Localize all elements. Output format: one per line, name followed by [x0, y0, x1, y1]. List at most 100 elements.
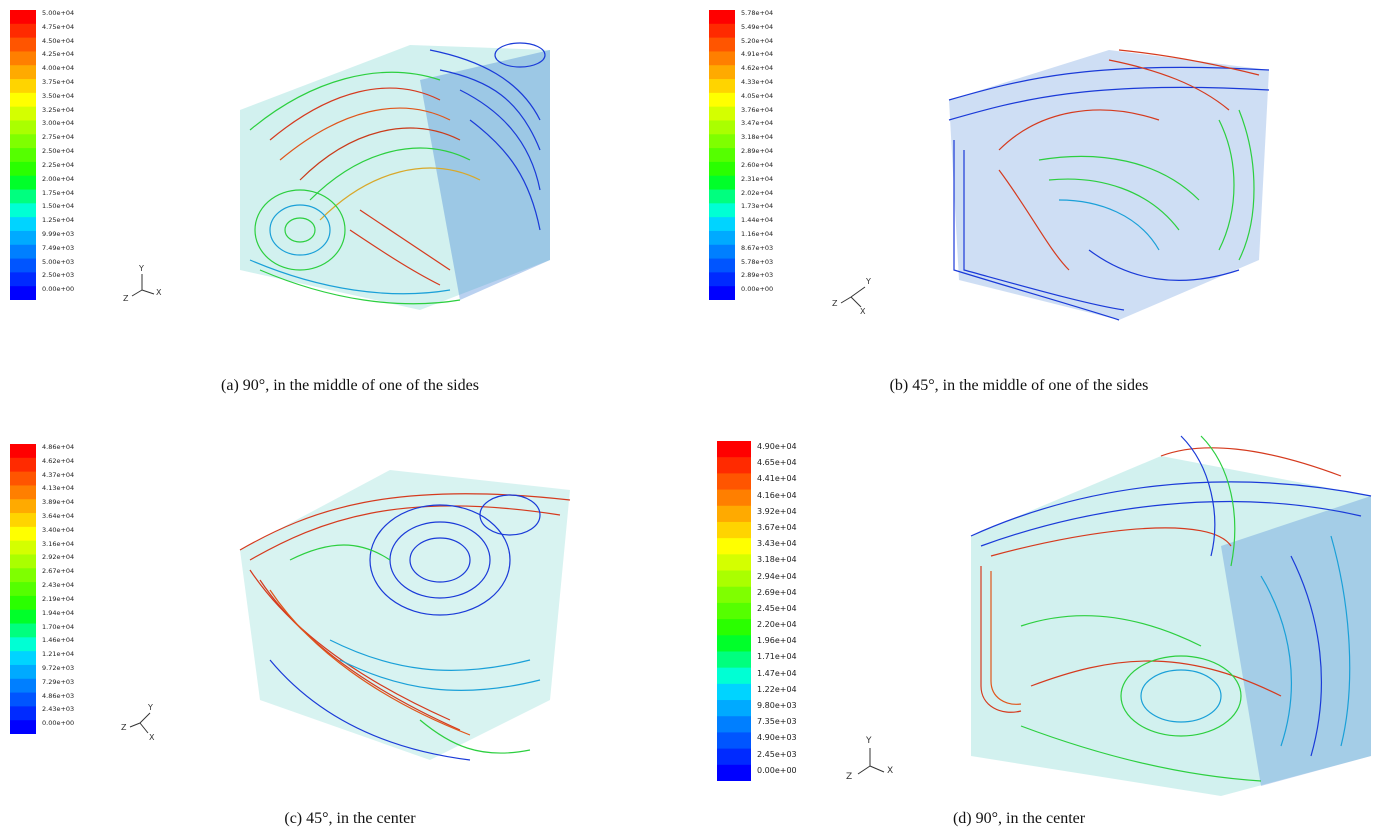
- colorbar-swatch: [10, 244, 36, 260]
- colorbar-swatch: [709, 79, 735, 94]
- colorbar-swatch: [10, 678, 36, 694]
- colorbar-tick-label: 0.00e+00: [757, 765, 797, 775]
- colorbar-swatch: [10, 286, 36, 300]
- colorbar-tick-label: 4.86e+04: [42, 443, 75, 451]
- streamline-render-a: [240, 42, 550, 310]
- colorbar-swatch: [10, 189, 36, 204]
- axis-y-label: Y: [866, 277, 871, 286]
- colorbar-swatch: [10, 664, 36, 680]
- colorbar-swatch: [709, 51, 735, 66]
- colorbar-swatch: [709, 23, 735, 39]
- colorbar-tick-label: 1.96e+04: [757, 636, 797, 646]
- colorbar-tick-label: 2.67e+04: [42, 567, 75, 576]
- colorbar-swatch: [717, 764, 751, 781]
- colorbar-tick-label: 2.50e+04: [42, 147, 75, 156]
- colorbar-tick-label: 1.47e+04: [757, 668, 797, 678]
- colorbar-swatch: [717, 635, 751, 652]
- colorbar-swatch: [717, 602, 751, 620]
- colorbar-swatch: [717, 570, 751, 588]
- colorbar-tick-label: 4.33e+04: [741, 78, 774, 87]
- colorbar-tick-label: 2.50e+03: [42, 271, 75, 280]
- colorbar-tick-label: 1.46e+04: [42, 636, 75, 645]
- colorbar-swatch: [10, 513, 36, 528]
- axis-triad-icon: [840, 286, 866, 308]
- axis-x-label: X: [887, 766, 894, 776]
- colorbar-tick-label: 9.80e+03: [757, 701, 797, 711]
- axis-y-label: Y: [148, 703, 153, 712]
- colorbar-tick-label: 4.90e+04: [757, 442, 797, 451]
- colorbar-tick-label: 4.91e+04: [741, 50, 774, 59]
- colorbar-tick-label: 1.21e+04: [42, 650, 75, 659]
- colorbar-swatch: [709, 175, 735, 191]
- colorbar-swatch: [10, 92, 36, 108]
- colorbar-tick-label: 1.50e+04: [42, 202, 75, 211]
- axis-z-label: Z: [832, 299, 838, 308]
- streamline-render-b: [948, 49, 1270, 321]
- colorbar-swatch: [717, 521, 751, 539]
- colorbar-swatch: [10, 651, 36, 666]
- panel-d: 4.90e+04 4.65e+04 4.41e+04 4.16e+04 3.92e+04…: [689, 416, 1378, 832]
- colorbar-tick-label: 2.89e+03: [741, 271, 774, 280]
- colorbar-tick-label: 5.20e+04: [741, 36, 774, 45]
- colorbar-tick-label: 4.50e+04: [42, 36, 75, 45]
- colorbar-tick-label: 5.00e+03: [42, 257, 75, 266]
- axis-z-label: Z: [123, 294, 129, 303]
- axis-z-label: Z: [846, 772, 853, 782]
- colorbar-swatch: [10, 120, 36, 135]
- colorbar-tick-label: 1.70e+04: [42, 622, 75, 631]
- colorbar-swatch: [10, 23, 36, 39]
- colorbar-tick-label: 4.13e+04: [42, 484, 75, 493]
- colorbar-tick-label: 5.00e+04: [42, 9, 75, 17]
- colorbar-tick-label: 2.89e+04: [741, 147, 774, 156]
- colorbar-swatch: [709, 203, 735, 218]
- colorbar-d: [717, 441, 751, 781]
- colorbar-tick-label: 7.29e+03: [42, 677, 75, 686]
- colorbar-swatch: [10, 258, 36, 273]
- caption-d: (d) 90°, in the center: [952, 810, 1086, 827]
- colorbar-tick-label: 0.00e+00: [42, 719, 75, 728]
- colorbar-legend-a: 5.00e+04 4.75e+04 4.50e+04 4.25e+04 4.00e+04…: [10, 9, 100, 300]
- caption-c: (c) 45°, in the center: [284, 810, 416, 827]
- colorbar-swatch: [10, 203, 36, 218]
- colorbar-tick-label: 4.25e+04: [42, 50, 75, 59]
- caption-a: (a) 90°, in the middle of one of the sid…: [221, 377, 479, 394]
- colorbar-tick-label: 2.19e+04: [42, 594, 75, 603]
- colorbar-swatch: [10, 161, 36, 177]
- colorbar-tick-label: 4.16e+04: [757, 490, 797, 500]
- colorbar-tick-label: 2.43e+03: [42, 705, 75, 714]
- colorbar-swatch: [10, 79, 36, 94]
- colorbar-swatch: [10, 568, 36, 583]
- axis-x-label: X: [860, 307, 866, 316]
- colorbar-swatch: [717, 441, 751, 458]
- colorbar-tick-label: 9.72e+03: [42, 663, 75, 672]
- colorbar-swatch: [10, 37, 36, 52]
- colorbar-swatch: [717, 489, 751, 507]
- colorbar-swatch: [10, 637, 36, 652]
- colorbar-swatch: [717, 473, 751, 491]
- colorbar-tick-label: 5.49e+04: [741, 22, 774, 31]
- colorbar-swatch: [709, 10, 735, 25]
- colorbar-tick-label: 3.50e+04: [42, 91, 75, 100]
- axis-triad-icon: [131, 274, 155, 297]
- colorbar-tick-label: 1.25e+04: [42, 216, 75, 225]
- colorbar-swatch: [709, 120, 735, 135]
- colorbar-tick-label: 1.71e+04: [757, 652, 797, 662]
- colorbar-swatch: [709, 92, 735, 108]
- colorbar-tick-label: 2.25e+04: [42, 160, 75, 169]
- colorbar-tick-label: 3.18e+04: [741, 133, 774, 142]
- colorbar-tick-label: 2.75e+04: [42, 133, 75, 142]
- colorbar-tick-label: 2.45e+03: [757, 749, 797, 759]
- colorbar-tick-label: 1.22e+04: [757, 684, 797, 694]
- colorbar-tick-label: 2.45e+04: [757, 603, 797, 613]
- colorbar-tick-label: 4.65e+04: [757, 458, 797, 468]
- colorbar-swatch: [10, 582, 36, 597]
- colorbar-swatch: [10, 692, 36, 707]
- colorbar-swatch: [10, 106, 36, 121]
- colorbar-tick-label: 3.25e+04: [42, 105, 75, 114]
- colorbar-swatch: [709, 217, 735, 232]
- axis-y-label: Y: [139, 264, 144, 273]
- axis-x-label: X: [149, 733, 155, 742]
- streamline-render-c: [239, 470, 571, 761]
- colorbar-swatch: [10, 10, 36, 25]
- colorbar-swatch: [10, 51, 36, 66]
